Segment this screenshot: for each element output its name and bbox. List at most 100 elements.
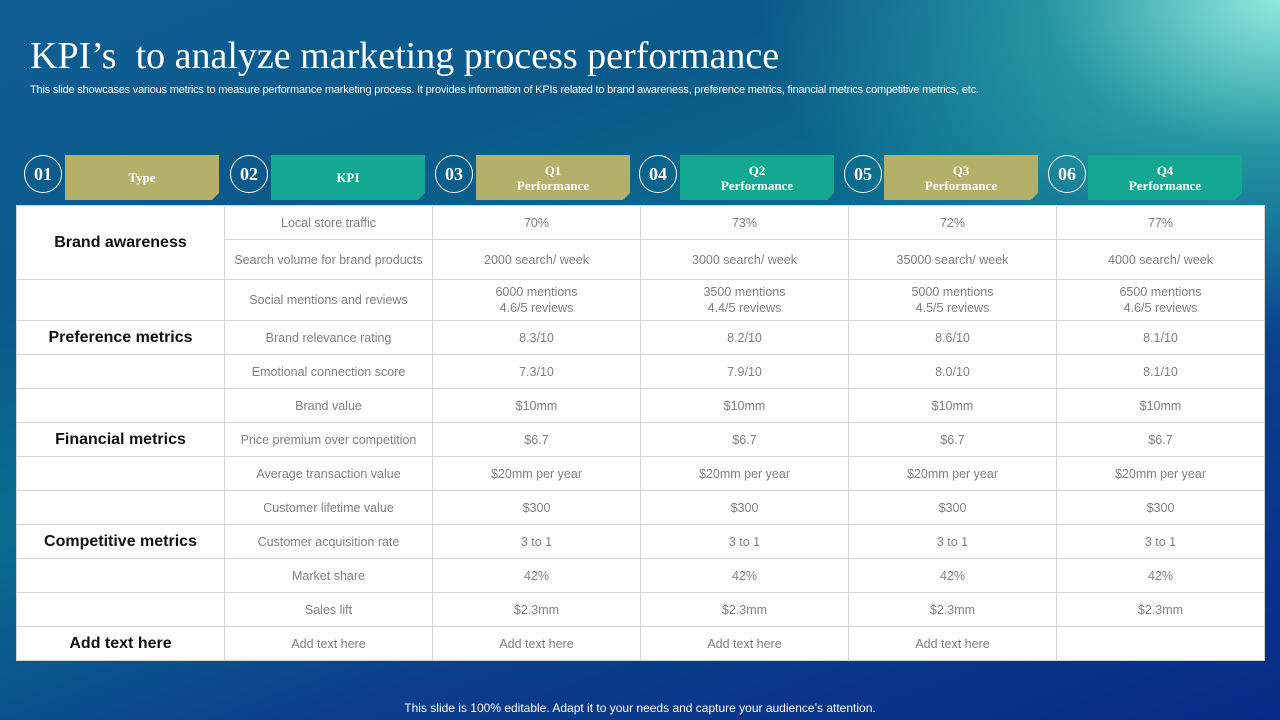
kpi-cell: Local store traffic <box>224 205 433 240</box>
mentions-value: 6500 mentions <box>1119 285 1202 299</box>
q1-cell: $10mm <box>432 388 641 423</box>
mentions-value: 6000 mentions <box>495 285 578 299</box>
type-cell <box>16 456 225 491</box>
header-sublabel: Performance <box>720 177 794 193</box>
q1-cell: 2000 search/ week <box>432 239 641 280</box>
header-label: KPI <box>336 170 360 185</box>
q3-cell: 8.6/10 <box>848 320 1057 355</box>
q2-cell: 8.2/10 <box>640 320 849 355</box>
table-row: Add text here Add text here Add text her… <box>16 626 1265 661</box>
q2-cell: 3500 mentions 4.4/5 reviews <box>640 279 849 321</box>
table-row: Emotional connection score 7.3/10 7.9/10… <box>16 354 1265 389</box>
table-row: Competitive metrics Customer acquisition… <box>16 524 1265 559</box>
type-cell <box>16 279 225 321</box>
q1-cell: 6000 mentions 4.6/5 reviews <box>432 279 641 321</box>
q3-cell: $20mm per year <box>848 456 1057 491</box>
mentions-value: 5000 mentions <box>911 285 994 299</box>
header-label: Type <box>128 170 156 185</box>
q4-cell: $20mm per year <box>1056 456 1265 491</box>
header-label: Q2 <box>748 162 766 178</box>
q2-cell: Add text here <box>640 626 849 661</box>
kpi-cell: Average transaction value <box>224 456 433 491</box>
q3-cell: 3 to 1 <box>848 524 1057 559</box>
q1-cell: $20mm per year <box>432 456 641 491</box>
kpi-cell: Customer lifetime value <box>224 490 433 525</box>
reviews-value: 4.4/5 reviews <box>707 301 782 315</box>
q2-cell: 73% <box>640 205 849 240</box>
kpi-cell: Customer acquisition rate <box>224 524 433 559</box>
q3-cell: 72% <box>848 205 1057 240</box>
header-sublabel: Performance <box>924 177 998 193</box>
table-row: Average transaction value $20mm per year… <box>16 456 1265 491</box>
mentions-value: 3500 mentions <box>703 285 786 299</box>
q2-cell: $10mm <box>640 388 849 423</box>
header-tab-q2: Q2 Performance <box>680 155 834 200</box>
type-cell <box>16 490 225 525</box>
table-row: Customer lifetime value $300 $300 $300 $… <box>16 490 1265 525</box>
header-tab-q4: Q4 Performance <box>1088 155 1242 200</box>
kpi-cell: Social mentions and reviews <box>224 279 433 321</box>
header-tab-q1: Q1 Performance <box>476 155 630 200</box>
q4-cell: 8.1/10 <box>1056 320 1265 355</box>
header-tab-kpi: KPI <box>271 155 425 200</box>
q3-cell: $6.7 <box>848 422 1057 457</box>
q3-cell: 42% <box>848 558 1057 593</box>
q1-cell: 70% <box>432 205 641 240</box>
kpi-cell: Brand value <box>224 388 433 423</box>
page-title: KPI’s to analyze marketing process perfo… <box>30 35 780 77</box>
header-number-badge: 03 <box>435 155 473 193</box>
header-number-badge: 05 <box>844 155 882 193</box>
table-row: Brand value $10mm $10mm $10mm $10mm <box>16 388 1265 423</box>
type-cell: Competitive metrics <box>16 524 225 559</box>
q2-cell: 7.9/10 <box>640 354 849 389</box>
header-number-badge: 02 <box>230 155 268 193</box>
q1-cell: 42% <box>432 558 641 593</box>
footer-note: This slide is 100% editable. Adapt it to… <box>404 701 876 715</box>
header-number-badge: 04 <box>639 155 677 193</box>
type-cell <box>16 354 225 389</box>
table-row: Search volume for brand products 2000 se… <box>17 239 1265 280</box>
type-cell: Brand awareness <box>16 205 225 280</box>
q3-cell: $300 <box>848 490 1057 525</box>
type-cell: Financial metrics <box>16 422 225 457</box>
q4-cell: $2.3mm <box>1056 592 1265 627</box>
kpi-cell: Add text here <box>224 626 433 661</box>
header-label: Q1 <box>544 162 562 178</box>
table-row: Financial metrics Price premium over com… <box>16 422 1265 457</box>
q4-cell: $300 <box>1056 490 1265 525</box>
q4-cell: 4000 search/ week <box>1056 239 1265 280</box>
q4-cell: 6500 mentions 4.6/5 reviews <box>1056 279 1265 321</box>
q3-cell: 35000 search/ week <box>848 239 1057 280</box>
q3-cell: $10mm <box>848 388 1057 423</box>
reviews-value: 4.6/5 reviews <box>1123 301 1198 315</box>
q3-cell: 5000 mentions 4.5/5 reviews <box>848 279 1057 321</box>
table-row: Preference metrics Brand relevance ratin… <box>16 320 1265 355</box>
q4-cell: 3 to 1 <box>1056 524 1265 559</box>
q4-cell: 77% <box>1056 205 1265 240</box>
reviews-value: 4.6/5 reviews <box>499 301 574 315</box>
type-cell <box>16 558 225 593</box>
header-number-badge: 01 <box>24 155 62 193</box>
header-tab-type: Type <box>65 155 219 200</box>
q3-cell: $2.3mm <box>848 592 1057 627</box>
q1-cell: $300 <box>432 490 641 525</box>
header-sublabel: Performance <box>516 177 590 193</box>
q4-cell: 8.1/10 <box>1056 354 1265 389</box>
q4-cell: $6.7 <box>1056 422 1265 457</box>
q2-cell: 42% <box>640 558 849 593</box>
q1-cell: 7.3/10 <box>432 354 641 389</box>
kpi-cell: Emotional connection score <box>224 354 433 389</box>
q1-cell: $6.7 <box>432 422 641 457</box>
q2-cell: 3000 search/ week <box>640 239 849 280</box>
header-number-badge: 06 <box>1048 155 1086 193</box>
kpi-cell: Brand relevance rating <box>224 320 433 355</box>
q4-cell <box>1056 626 1265 661</box>
q4-cell: $10mm <box>1056 388 1265 423</box>
q1-cell: 3 to 1 <box>432 524 641 559</box>
q2-cell: $2.3mm <box>640 592 849 627</box>
page-subtitle: This slide showcases various metrics to … <box>30 84 979 96</box>
kpi-cell: Market share <box>224 558 433 593</box>
kpi-cell: Price premium over competition <box>224 422 433 457</box>
table-row: Brand awareness Local store traffic 70% … <box>16 205 1265 280</box>
q2-cell: $20mm per year <box>640 456 849 491</box>
